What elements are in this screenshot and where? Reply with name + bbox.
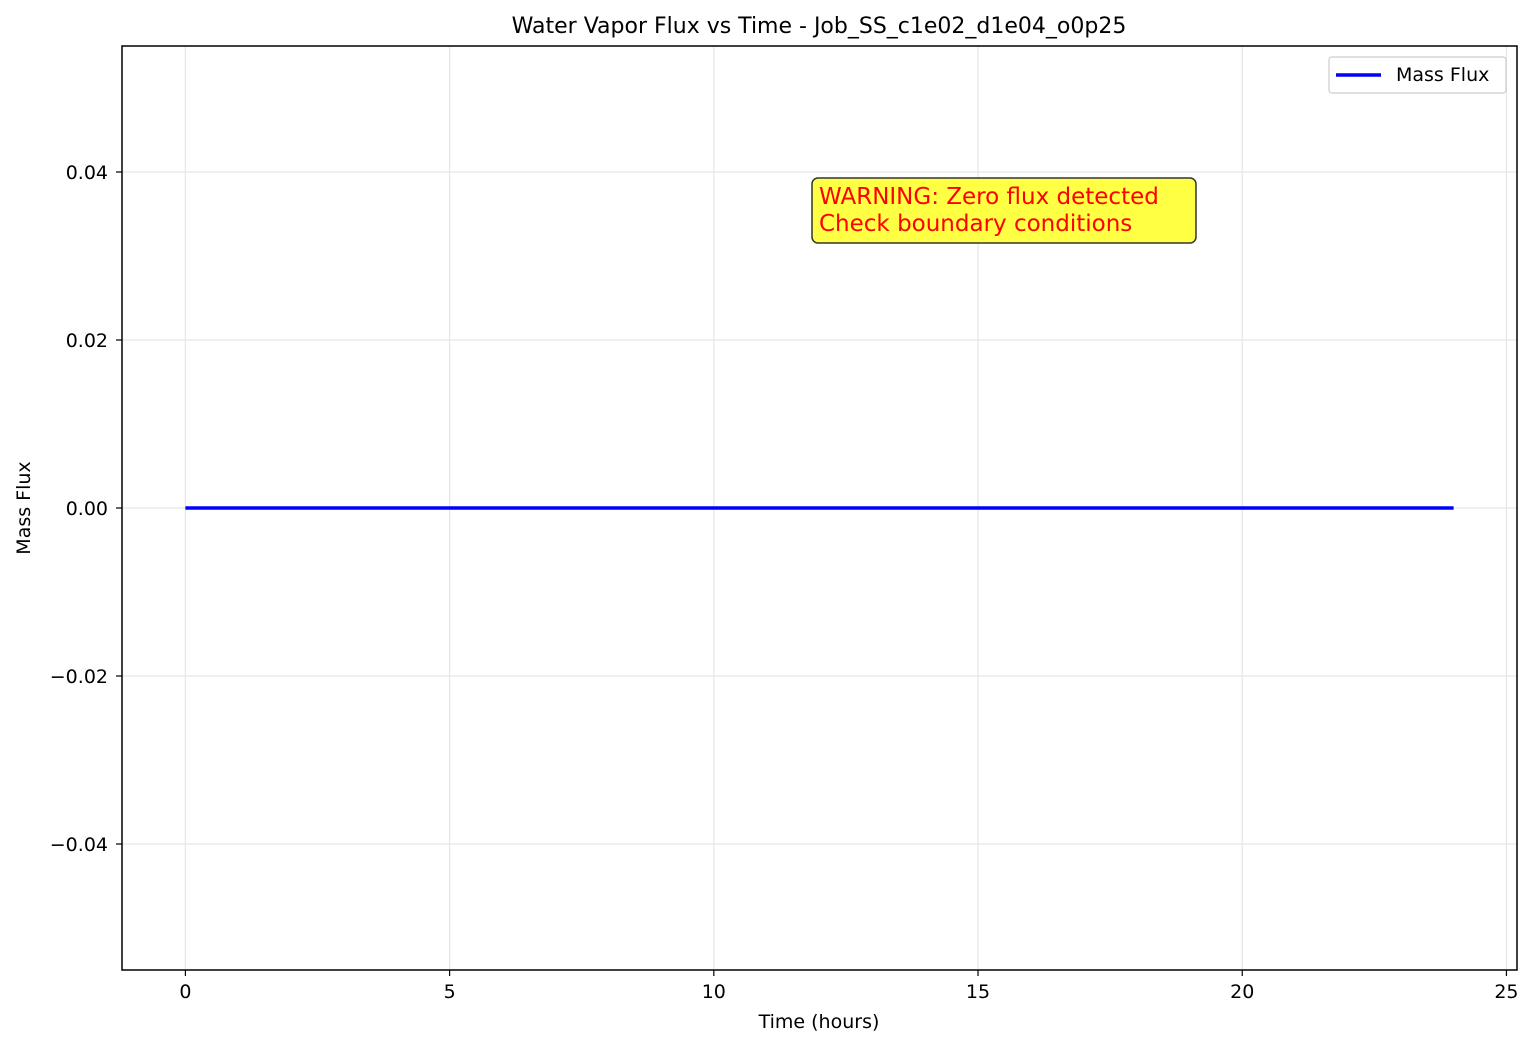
chart-title: Water Vapor Flux vs Time - Job_SS_c1e02_…: [512, 14, 1127, 39]
x-tick-label: 5: [444, 981, 456, 1003]
x-tick-label: 0: [179, 981, 191, 1003]
x-axis-label: Time (hours): [758, 1011, 880, 1033]
y-axis-ticks: 0.04 0.02 0.00 −0.02 −0.04: [50, 162, 122, 856]
warning-line-2: Check boundary conditions: [819, 211, 1132, 237]
x-tick-label: 15: [966, 981, 990, 1003]
x-axis-ticks: 0 5 10 15 20 25: [179, 970, 1519, 1003]
y-tick-label: −0.04: [50, 834, 108, 856]
x-tick-label: 20: [1230, 981, 1254, 1003]
legend-box: [1328, 56, 1507, 94]
y-axis-label: Mass Flux: [13, 461, 35, 554]
x-tick-label: 10: [702, 981, 726, 1003]
x-tick-label: 25: [1494, 981, 1518, 1003]
y-tick-label: 0.04: [66, 162, 108, 184]
y-tick-label: 0.00: [66, 498, 108, 520]
warning-line-1: WARNING: Zero flux detected: [819, 184, 1159, 210]
warning-box: [811, 177, 1197, 244]
legend: Mass Flux: [1328, 56, 1507, 94]
warning-annotation: WARNING: Zero flux detected Check bounda…: [811, 177, 1197, 244]
y-tick-label: 0.02: [66, 330, 108, 352]
y-tick-label: −0.02: [50, 666, 108, 688]
legend-label-mass-flux: Mass Flux: [1396, 64, 1489, 86]
